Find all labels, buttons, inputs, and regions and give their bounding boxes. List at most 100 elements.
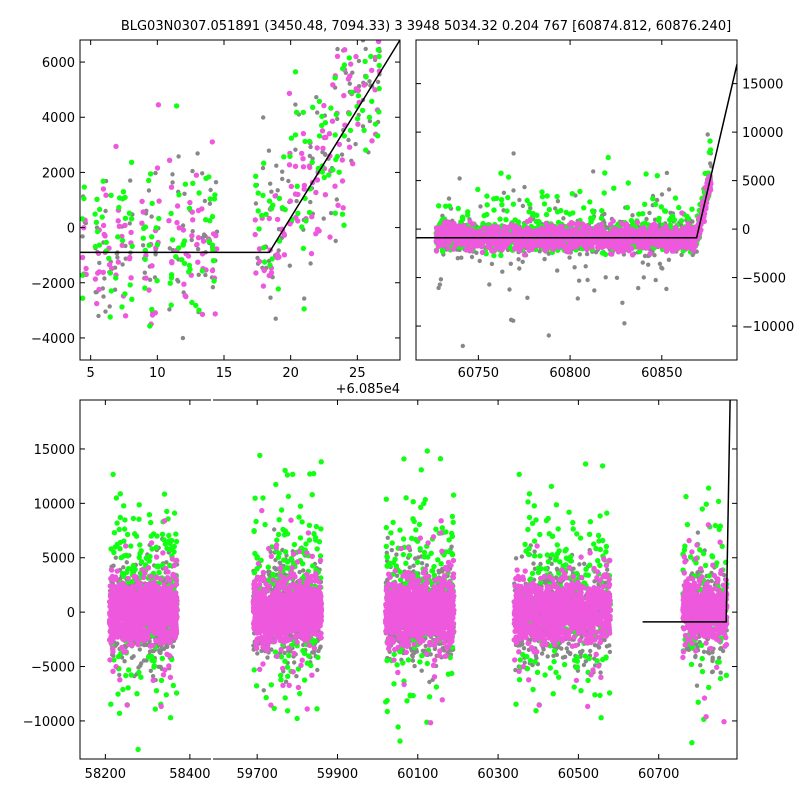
green-point bbox=[120, 686, 126, 693]
magenta-point bbox=[272, 193, 278, 199]
magenta-point bbox=[468, 247, 474, 254]
magenta-point bbox=[585, 234, 591, 240]
gray-point bbox=[128, 178, 133, 183]
green-point bbox=[524, 197, 530, 204]
green-point bbox=[333, 111, 339, 118]
gray-point bbox=[308, 261, 313, 266]
green-point bbox=[685, 215, 692, 222]
magenta-point bbox=[253, 270, 259, 276]
green-point bbox=[161, 537, 167, 543]
magenta-point bbox=[610, 218, 616, 224]
magenta-point bbox=[454, 227, 461, 234]
gray-point bbox=[195, 246, 201, 252]
gray-point bbox=[375, 79, 381, 85]
green-point bbox=[366, 114, 373, 121]
gray-point bbox=[652, 253, 657, 258]
magenta-point bbox=[544, 228, 550, 234]
gray-point bbox=[367, 118, 373, 124]
green-point bbox=[211, 196, 218, 202]
magenta-point bbox=[615, 237, 621, 244]
magenta-point bbox=[260, 283, 267, 289]
gray-point bbox=[253, 201, 259, 206]
y-tick-label: 0 bbox=[742, 223, 750, 238]
magenta-point bbox=[493, 237, 499, 243]
y-tick-label: 5000 bbox=[742, 175, 775, 190]
magenta-point bbox=[589, 230, 595, 236]
magenta-point bbox=[469, 228, 475, 234]
magenta-point bbox=[539, 234, 545, 240]
green-point bbox=[167, 715, 174, 721]
magenta-point bbox=[519, 243, 525, 249]
gray-point bbox=[164, 560, 169, 565]
green-point bbox=[497, 216, 503, 222]
gray-point bbox=[148, 668, 153, 673]
magenta-point bbox=[581, 242, 587, 249]
magenta-point bbox=[650, 232, 657, 239]
magenta-point bbox=[584, 246, 590, 253]
magenta-point bbox=[139, 198, 145, 205]
magenta-point bbox=[308, 250, 315, 257]
green-point bbox=[587, 199, 593, 205]
gray-point bbox=[457, 176, 462, 181]
magenta-point bbox=[95, 250, 102, 256]
green-point bbox=[167, 280, 173, 286]
green-point bbox=[256, 226, 262, 232]
gray-point bbox=[273, 316, 278, 321]
magenta-point bbox=[528, 242, 534, 248]
magenta-point bbox=[195, 235, 202, 241]
gray-point bbox=[113, 555, 119, 560]
magenta-point bbox=[567, 245, 573, 252]
gray-point bbox=[127, 221, 132, 226]
x-tick-label: 60850 bbox=[641, 366, 682, 381]
green-point bbox=[119, 304, 125, 310]
green-point bbox=[363, 147, 369, 153]
green-point bbox=[554, 193, 560, 200]
green-point bbox=[319, 113, 325, 120]
green-point bbox=[363, 74, 369, 80]
magenta-point bbox=[326, 131, 333, 137]
magenta-point bbox=[274, 255, 281, 261]
green-point bbox=[599, 208, 605, 214]
gray-point bbox=[176, 154, 181, 159]
green-point bbox=[642, 201, 648, 207]
green-point bbox=[154, 242, 161, 248]
gray-point bbox=[153, 170, 158, 176]
green-point bbox=[654, 173, 660, 179]
gray-point bbox=[293, 102, 298, 107]
magenta-point bbox=[678, 227, 685, 234]
gray-point bbox=[659, 192, 665, 197]
green-point bbox=[512, 217, 518, 223]
green-point bbox=[503, 217, 509, 223]
gray-point bbox=[487, 282, 492, 287]
green-point bbox=[107, 270, 114, 276]
magenta-point bbox=[332, 183, 338, 189]
green-point bbox=[301, 306, 307, 312]
gray-point bbox=[577, 252, 582, 257]
magenta-point bbox=[621, 228, 627, 234]
gray-point bbox=[124, 560, 129, 565]
gray-point bbox=[170, 644, 175, 649]
magenta-point bbox=[609, 239, 616, 245]
magenta-point bbox=[96, 286, 102, 293]
green-point bbox=[125, 579, 131, 585]
green-point bbox=[505, 194, 511, 201]
magenta-point bbox=[511, 224, 518, 231]
green-point bbox=[346, 55, 352, 61]
gray-point bbox=[489, 261, 495, 267]
green-point bbox=[171, 510, 178, 516]
magenta-point bbox=[292, 163, 299, 169]
green-point bbox=[541, 201, 548, 207]
green-point bbox=[624, 204, 631, 211]
magenta-point bbox=[167, 674, 174, 680]
gray-point bbox=[153, 252, 158, 257]
x-tick-label: 20 bbox=[282, 366, 299, 381]
magenta-point bbox=[199, 311, 206, 318]
gray-point bbox=[555, 199, 561, 204]
gray-point bbox=[666, 257, 672, 262]
magenta-point bbox=[433, 248, 440, 254]
green-point bbox=[349, 89, 355, 96]
magenta-point bbox=[182, 293, 188, 299]
gray-point bbox=[275, 188, 280, 193]
green-point bbox=[498, 197, 505, 203]
magenta-point bbox=[299, 150, 305, 157]
